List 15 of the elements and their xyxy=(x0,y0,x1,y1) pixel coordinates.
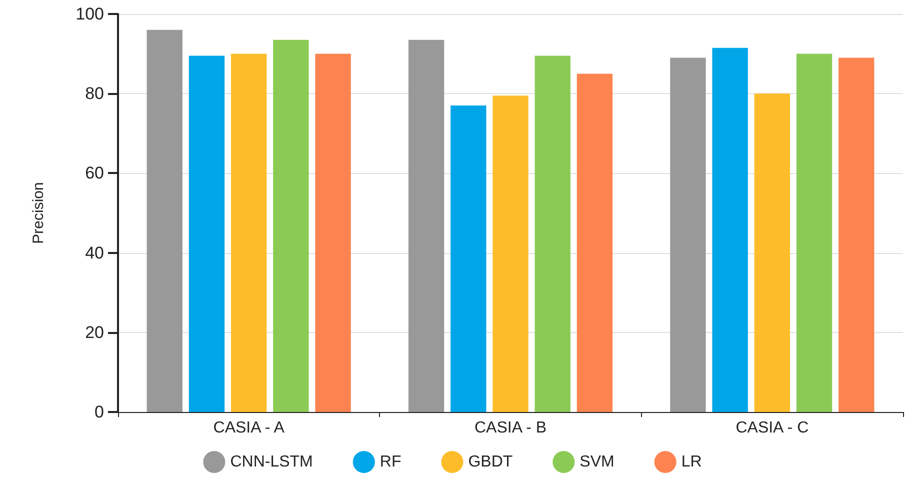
y-tick-label: 0 xyxy=(94,402,104,422)
legend-label: RF xyxy=(380,454,402,470)
y-axis-title: Precision xyxy=(30,182,47,244)
legend-label: GBDT xyxy=(468,454,513,470)
y-tick-label: 20 xyxy=(85,322,104,342)
y-tick-label: 40 xyxy=(85,243,104,262)
x-tick-label: CASIA - B xyxy=(474,420,547,436)
y-tick-label: 60 xyxy=(85,164,104,183)
legend-label: SVM xyxy=(580,454,614,470)
y-tick-label: 100 xyxy=(76,4,104,24)
x-tick-label: CASIA - C xyxy=(736,420,809,436)
x-tick-label: CASIA - A xyxy=(213,420,285,436)
legend-label: LR xyxy=(681,454,702,470)
legend-label: CNN-LSTM xyxy=(230,454,313,470)
y-tick-label: 80 xyxy=(85,84,104,104)
